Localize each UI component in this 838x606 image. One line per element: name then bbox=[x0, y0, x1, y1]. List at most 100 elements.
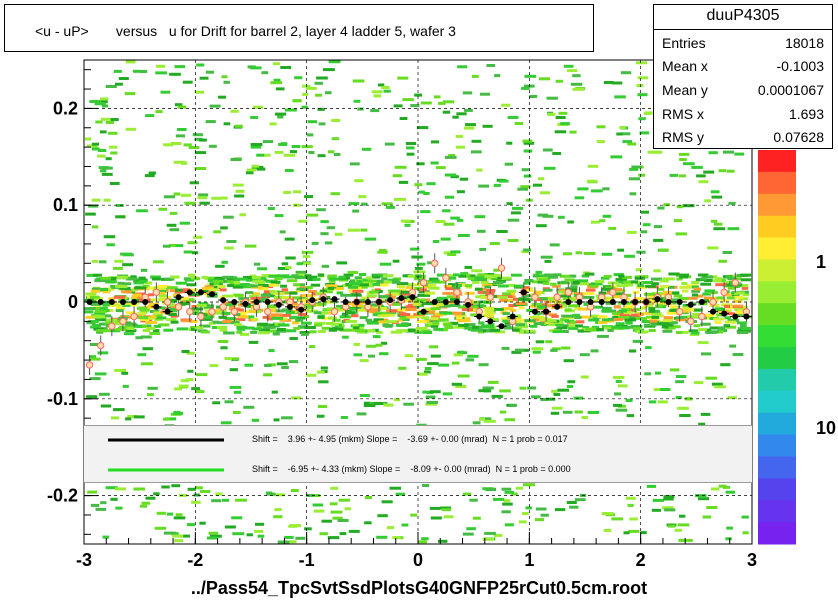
heatmap-cell bbox=[358, 195, 367, 199]
heatmap-cell bbox=[238, 283, 250, 286]
heatmap-cell bbox=[246, 168, 257, 172]
heatmap-cell bbox=[378, 320, 389, 324]
heatmap-cell bbox=[352, 79, 365, 83]
heatmap-cell bbox=[675, 318, 688, 322]
heatmap-cell bbox=[176, 327, 189, 331]
heatmap-cell bbox=[583, 302, 591, 306]
heatmap-cell bbox=[704, 316, 714, 320]
heatmap-cell bbox=[641, 281, 653, 284]
heatmap-cell bbox=[598, 291, 607, 295]
heatmap-cell bbox=[637, 76, 648, 80]
heatmap-cell bbox=[649, 319, 658, 323]
heatmap-cell bbox=[607, 329, 614, 332]
heatmap-cell bbox=[603, 528, 612, 532]
heatmap-cell bbox=[410, 315, 422, 319]
heatmap-cell bbox=[451, 361, 460, 365]
heatmap-cell bbox=[289, 540, 297, 544]
heatmap-cell bbox=[355, 284, 362, 287]
heatmap-cell bbox=[320, 232, 329, 236]
heatmap-cell bbox=[327, 286, 335, 290]
heatmap-cell bbox=[375, 343, 383, 347]
heatmap-cell bbox=[387, 292, 400, 296]
heatmap-cell bbox=[451, 382, 463, 386]
heatmap-cell bbox=[724, 320, 737, 324]
heatmap-cell bbox=[568, 324, 576, 328]
heatmap-cell bbox=[199, 490, 211, 493]
heatmap-cell bbox=[628, 177, 640, 181]
heatmap-cell bbox=[727, 318, 740, 322]
heatmap-cell bbox=[182, 80, 193, 84]
heatmap-cell bbox=[707, 246, 719, 250]
heatmap-cell bbox=[142, 329, 151, 332]
heatmap-cell bbox=[671, 307, 679, 311]
heatmap-cell bbox=[627, 142, 637, 146]
heatmap-cell bbox=[482, 386, 494, 390]
heatmap-cell bbox=[304, 303, 316, 307]
heatmap-cell bbox=[174, 539, 184, 543]
heatmap-cell bbox=[482, 314, 494, 318]
heatmap-cell bbox=[298, 325, 309, 329]
heatmap-cell bbox=[118, 77, 129, 80]
heatmap-cell bbox=[523, 483, 535, 487]
heatmap-cell bbox=[272, 332, 280, 336]
heatmap-cell bbox=[671, 325, 681, 329]
heatmap-cell bbox=[523, 149, 533, 153]
heatmap-cell bbox=[433, 313, 444, 317]
heatmap-cell bbox=[173, 387, 182, 391]
heatmap-cell bbox=[535, 224, 547, 228]
heatmap-cell bbox=[124, 302, 136, 305]
heatmap-cell bbox=[555, 299, 563, 303]
heatmap-cell bbox=[145, 114, 155, 118]
heatmap-cell bbox=[726, 526, 733, 530]
heatmap-cell bbox=[329, 502, 338, 506]
profile-point bbox=[553, 293, 561, 301]
mean-point bbox=[376, 299, 383, 305]
heatmap-cell bbox=[250, 145, 262, 149]
heatmap-cell bbox=[293, 326, 300, 330]
heatmap-cell bbox=[612, 311, 621, 315]
heatmap-cell bbox=[703, 313, 715, 317]
heatmap-cell bbox=[643, 323, 650, 327]
heatmap-cell bbox=[392, 302, 401, 306]
heatmap-cell bbox=[193, 235, 203, 239]
heatmap-cell bbox=[196, 63, 205, 67]
heatmap-cell bbox=[682, 204, 695, 208]
heatmap-cell bbox=[725, 537, 732, 541]
heatmap-cell bbox=[430, 516, 442, 520]
heatmap-cell bbox=[398, 366, 407, 370]
heatmap-cell bbox=[187, 241, 198, 245]
heatmap-cell bbox=[674, 528, 682, 532]
heatmap-cell bbox=[477, 330, 485, 334]
stat-key: Entries bbox=[662, 35, 706, 51]
heatmap-cell bbox=[327, 536, 340, 540]
heatmap-cell bbox=[734, 291, 745, 295]
heatmap-cell bbox=[381, 86, 390, 89]
heatmap-cell bbox=[636, 250, 646, 254]
heatmap-cell bbox=[359, 359, 369, 363]
heatmap-cell bbox=[618, 384, 628, 388]
heatmap-cell bbox=[678, 152, 690, 156]
heatmap-cell bbox=[629, 167, 639, 171]
heatmap-cell bbox=[154, 526, 167, 530]
heatmap-cell bbox=[102, 535, 110, 539]
heatmap-cell bbox=[250, 330, 258, 334]
heatmap-cell bbox=[648, 299, 660, 303]
heatmap-cell bbox=[483, 306, 495, 310]
heatmap-cell bbox=[553, 273, 562, 277]
heatmap-cell bbox=[382, 323, 394, 327]
heatmap-cell bbox=[266, 304, 277, 308]
heatmap-cell bbox=[373, 318, 384, 322]
profile-point bbox=[186, 307, 194, 316]
heatmap-cell bbox=[550, 282, 557, 286]
heatmap-cell bbox=[245, 244, 257, 248]
heatmap-cell bbox=[407, 274, 416, 278]
heatmap-cell bbox=[381, 277, 388, 281]
heatmap-cell bbox=[618, 316, 630, 319]
heatmap-cell bbox=[310, 283, 321, 287]
heatmap-cell bbox=[452, 311, 463, 315]
heatmap-cell bbox=[178, 384, 189, 388]
heatmap-cell bbox=[420, 329, 431, 333]
heatmap-cell bbox=[175, 281, 187, 285]
heatmap-cell bbox=[504, 162, 513, 166]
heatmap-cell bbox=[170, 314, 178, 318]
